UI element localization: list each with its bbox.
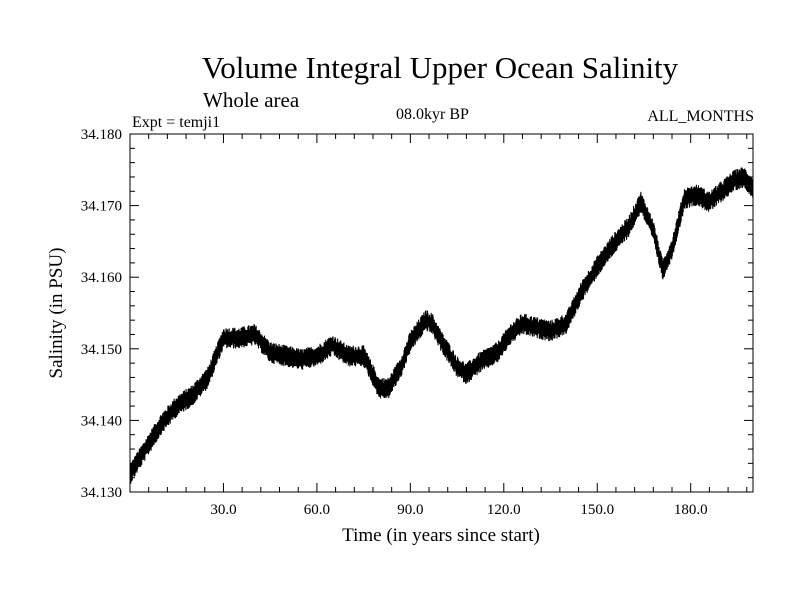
x-axis-label: Time (in years since start): [342, 525, 540, 546]
plot-frame: [129, 133, 754, 493]
x-tick-label: 120.0: [487, 502, 521, 518]
x-tick-label: 150.0: [580, 502, 614, 518]
y-tick-labels: 34.130 34.140 34.150 34.160 34.170 34.180: [81, 127, 122, 501]
x-tick-label: 30.0: [210, 502, 236, 518]
y-tick-label: 34.170: [81, 199, 122, 215]
y-tick-label: 34.140: [81, 413, 122, 429]
y-tick-label: 34.160: [81, 270, 122, 286]
x-tick-label: 90.0: [397, 502, 423, 518]
months-label: ALL_MONTHS: [647, 108, 754, 125]
x-tick-label: 180.0: [674, 502, 708, 518]
salinity-series-line: [129, 167, 754, 484]
axis-ticks: [130, 134, 753, 492]
y-axis-label: Salinity (in PSU): [46, 248, 67, 379]
x-tick-label: 60.0: [304, 502, 330, 518]
chart-subtitle: Whole area: [203, 88, 300, 112]
chart-title: Volume Integral Upper Ocean Salinity: [201, 50, 679, 85]
series-group: [129, 167, 754, 484]
period-label: 08.0kyr BP: [396, 106, 469, 123]
y-tick-label: 34.150: [81, 342, 122, 358]
y-tick-label: 34.130: [81, 485, 122, 501]
y-tick-label: 34.180: [81, 127, 122, 143]
x-tick-labels: 30.0 60.0 90.0 120.0 150.0 180.0: [210, 502, 707, 518]
experiment-label: Expt = temji1: [132, 114, 221, 131]
